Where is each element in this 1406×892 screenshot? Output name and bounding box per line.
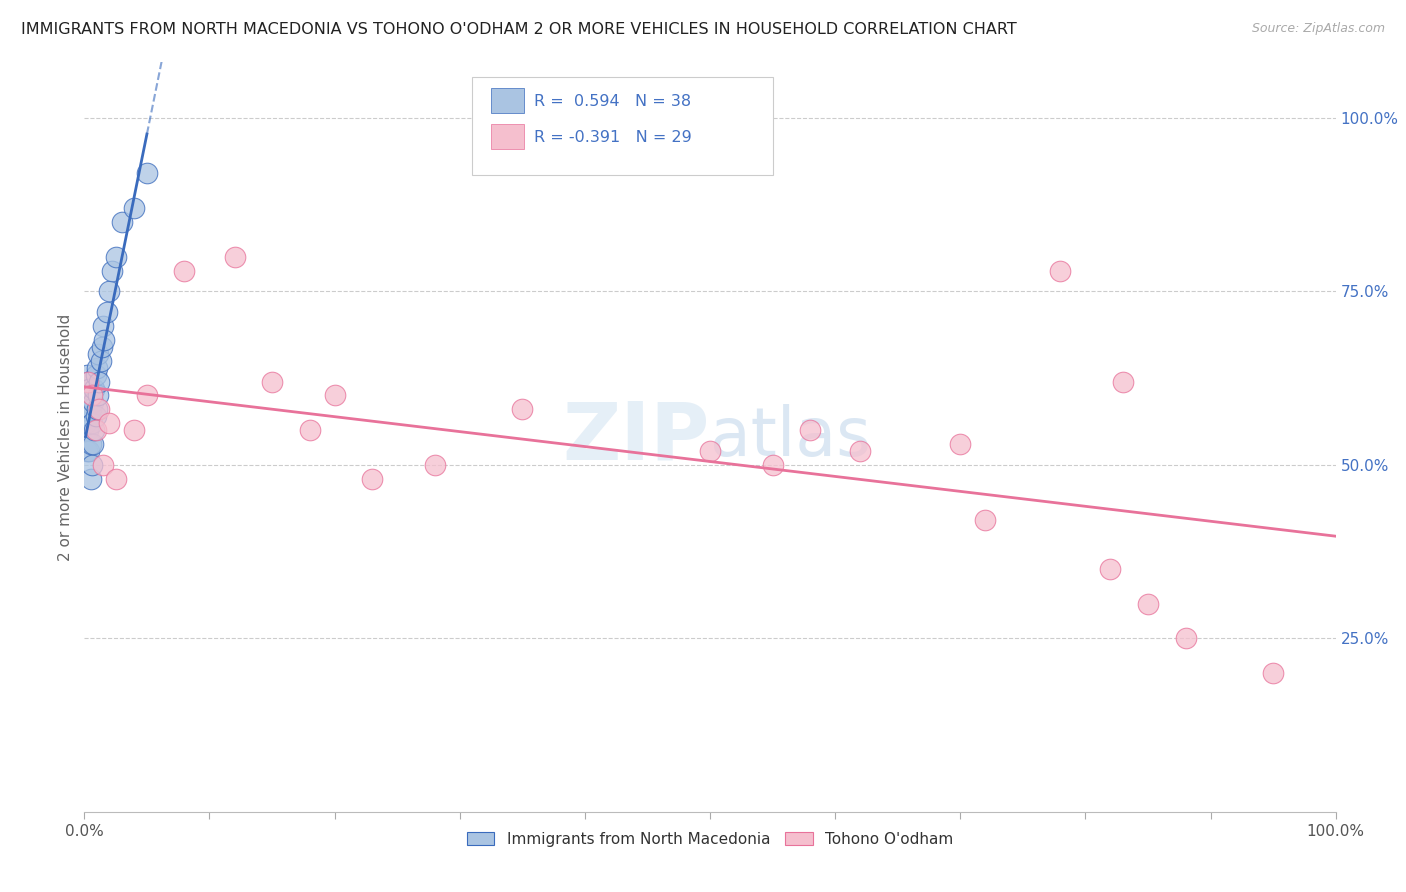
Point — [799, 423, 821, 437]
Point — [1099, 562, 1122, 576]
Point — [86, 360, 108, 375]
Point — [98, 416, 121, 430]
Text: IMMIGRANTS FROM NORTH MACEDONIA VS TOHONO O'ODHAM 2 OR MORE VEHICLES IN HOUSEHOL: IMMIGRANTS FROM NORTH MACEDONIA VS TOHON… — [21, 22, 1017, 37]
Point — [423, 458, 446, 472]
Point — [93, 333, 115, 347]
Point — [224, 250, 246, 264]
Point — [87, 347, 110, 361]
Point — [298, 423, 321, 437]
Point — [76, 368, 98, 382]
Point — [173, 263, 195, 277]
Point — [1049, 263, 1071, 277]
Point — [89, 402, 111, 417]
Point — [90, 340, 112, 354]
Point — [136, 166, 159, 180]
Point — [77, 375, 100, 389]
Point — [79, 409, 101, 424]
Point — [98, 285, 121, 299]
Point — [79, 444, 101, 458]
Point — [82, 395, 104, 409]
Point — [76, 409, 98, 424]
Point — [76, 444, 98, 458]
Point — [84, 409, 107, 424]
Point — [849, 444, 872, 458]
Point — [89, 375, 111, 389]
Point — [91, 319, 114, 334]
FancyBboxPatch shape — [491, 88, 523, 112]
Point — [80, 388, 103, 402]
Point — [124, 423, 146, 437]
Point — [82, 437, 104, 451]
Point — [699, 444, 721, 458]
Point — [75, 416, 97, 430]
Text: ZIP: ZIP — [562, 398, 710, 476]
Point — [79, 382, 101, 396]
Point — [79, 472, 101, 486]
Text: atlas: atlas — [710, 404, 870, 470]
Point — [84, 368, 107, 382]
Point — [83, 423, 105, 437]
Point — [512, 402, 534, 417]
Point — [79, 402, 101, 417]
Point — [80, 458, 103, 472]
Point — [323, 388, 346, 402]
Point — [84, 423, 107, 437]
Point — [77, 395, 100, 409]
Point — [1263, 665, 1285, 680]
FancyBboxPatch shape — [472, 78, 773, 175]
Y-axis label: 2 or more Vehicles in Household: 2 or more Vehicles in Household — [58, 313, 73, 561]
Text: Source: ZipAtlas.com: Source: ZipAtlas.com — [1251, 22, 1385, 36]
Legend: Immigrants from North Macedonia, Tohono O'odham: Immigrants from North Macedonia, Tohono … — [461, 825, 959, 853]
Point — [104, 472, 127, 486]
Point — [96, 305, 118, 319]
Point — [104, 250, 127, 264]
Point — [1174, 632, 1197, 646]
Point — [949, 437, 972, 451]
Point — [75, 388, 97, 402]
Point — [1112, 375, 1135, 389]
Point — [86, 402, 108, 417]
Text: R = -0.391   N = 29: R = -0.391 N = 29 — [534, 129, 692, 145]
Point — [83, 382, 105, 396]
Point — [101, 263, 124, 277]
Point — [77, 423, 100, 437]
Point — [124, 201, 146, 215]
Point — [262, 375, 284, 389]
Point — [80, 416, 103, 430]
FancyBboxPatch shape — [491, 124, 523, 149]
Point — [90, 353, 112, 368]
Point — [974, 513, 997, 527]
Point — [79, 437, 101, 451]
Point — [91, 458, 114, 472]
Point — [1136, 597, 1159, 611]
Point — [111, 215, 134, 229]
Text: R =  0.594   N = 38: R = 0.594 N = 38 — [534, 94, 690, 109]
Point — [361, 472, 384, 486]
Point — [136, 388, 159, 402]
Point — [77, 375, 100, 389]
Point — [762, 458, 785, 472]
Point — [87, 388, 110, 402]
